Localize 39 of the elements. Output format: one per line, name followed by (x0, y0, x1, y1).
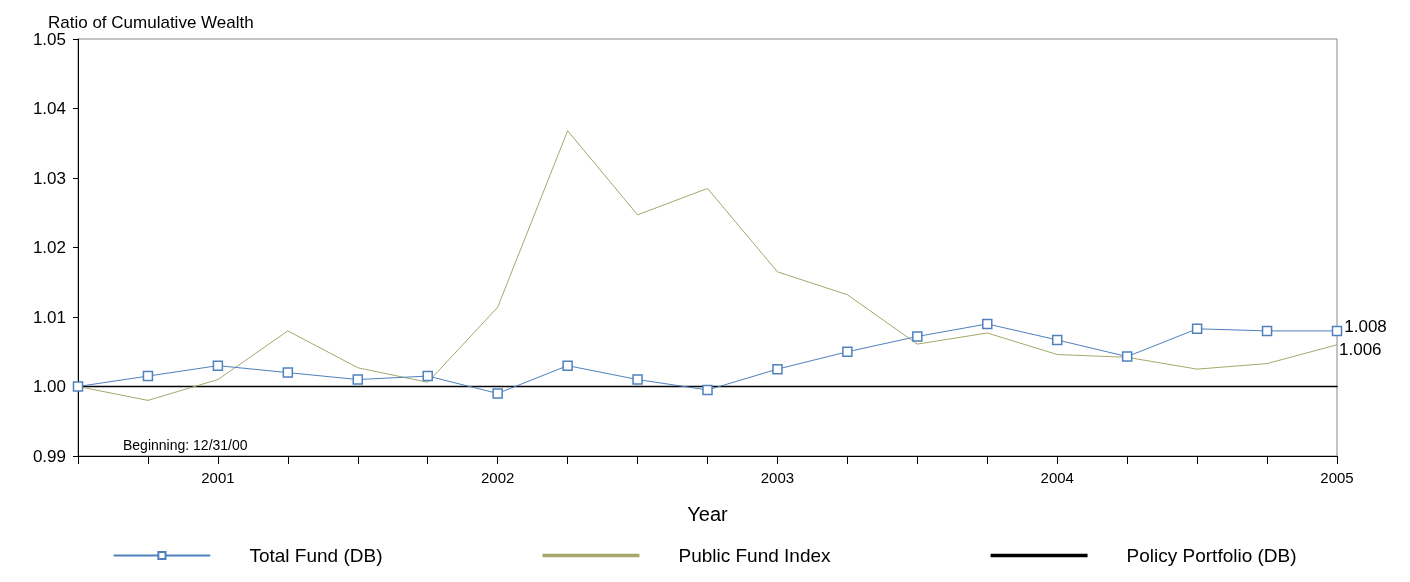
point (1191, 323, 1203, 335)
y-axis-title: Ratio of Cumulative Wealth (48, 12, 254, 32)
point (842, 346, 853, 357)
point (912, 331, 923, 342)
point (1261, 325, 1273, 337)
legend-label: Total Fund (DB) (249, 545, 383, 566)
point (562, 360, 573, 371)
x-tick-label: 2001 (201, 469, 235, 486)
y-tick-label: 1.00 (32, 377, 66, 396)
y-tick-label: 1.05 (32, 29, 66, 49)
point (422, 370, 433, 382)
point (352, 374, 364, 385)
legend-label: Policy Portfolio (DB) (1126, 545, 1297, 566)
y-tick-label: 1.04 (32, 99, 66, 118)
x-tick-label: 2003 (760, 469, 795, 486)
x-tick-label: 2005 (1320, 469, 1354, 486)
data-label: 1.008 (1344, 317, 1387, 337)
point (492, 388, 503, 399)
x-axis-title: Year (687, 503, 729, 525)
x-tick-label: 2004 (1040, 469, 1074, 486)
y-tick-label: 1.02 (32, 238, 66, 257)
annotation: Beginning: 12/31/00 (123, 437, 248, 453)
point (632, 374, 643, 385)
point (212, 360, 224, 371)
point (982, 318, 993, 330)
x-tick-label: 2002 (480, 469, 515, 486)
point (1121, 351, 1133, 362)
legend-label: Public Fund Index (678, 545, 832, 566)
y-tick-label: 1.03 (32, 168, 66, 188)
point (702, 384, 713, 396)
point (772, 363, 783, 375)
point (72, 381, 84, 392)
y-tick-label: 0.99 (32, 446, 66, 466)
point (142, 370, 154, 382)
data-label: 1.006 (1339, 340, 1382, 360)
y-tick-label: 1.01 (32, 307, 66, 327)
point (1051, 334, 1063, 346)
point (1331, 325, 1343, 337)
point (282, 367, 294, 378)
